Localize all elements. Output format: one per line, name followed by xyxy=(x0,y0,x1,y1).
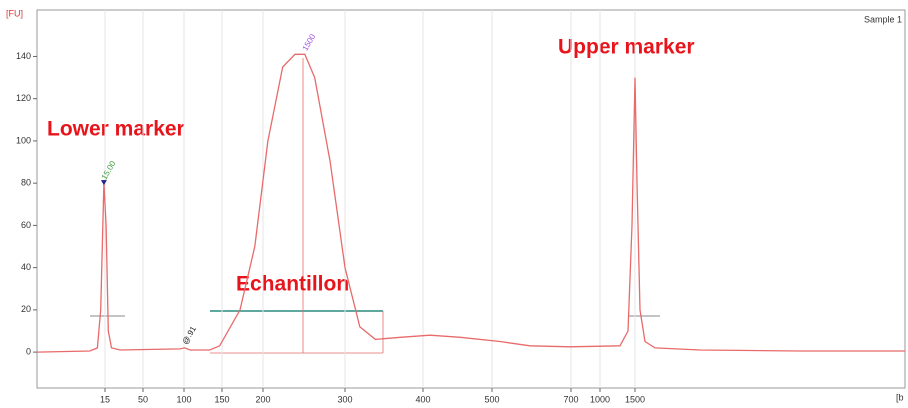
x-tick-label: 700 xyxy=(563,394,578,404)
x-tick-label: 150 xyxy=(214,394,229,404)
y-tick-label: 20 xyxy=(21,304,31,314)
y-tick-label: 80 xyxy=(21,178,31,188)
y-tick-label: 100 xyxy=(16,135,31,145)
x-tick-label: 300 xyxy=(337,394,352,404)
trace xyxy=(36,53,905,353)
x-tick-label: 15 xyxy=(100,394,110,404)
annotation: Echantillon xyxy=(236,273,349,296)
y-tick-label: 0 xyxy=(26,346,31,356)
x-axis-label: [b xyxy=(896,392,904,402)
peak-marker xyxy=(100,180,107,186)
x-tick-label: 100 xyxy=(176,394,191,404)
y-axis-label: [FU] xyxy=(6,8,23,18)
x-tick-label: 400 xyxy=(415,394,430,404)
y-tick-label: 60 xyxy=(21,220,31,230)
y-tick-label: 40 xyxy=(21,262,31,272)
annotation: Lower marker xyxy=(47,118,185,141)
plot-frame xyxy=(36,9,906,389)
x-tick-label: 200 xyxy=(255,394,270,404)
sample-name: Sample 1 xyxy=(864,14,902,24)
annotation: Upper marker xyxy=(558,36,695,59)
x-tick-label: 1500 xyxy=(625,394,645,404)
x-tick-label: 1000 xyxy=(590,394,610,404)
y-tick-label: 140 xyxy=(16,51,31,61)
y-tick-label: 120 xyxy=(16,93,31,103)
x-tick-label: 500 xyxy=(484,394,499,404)
x-tick-label: 50 xyxy=(138,394,148,404)
